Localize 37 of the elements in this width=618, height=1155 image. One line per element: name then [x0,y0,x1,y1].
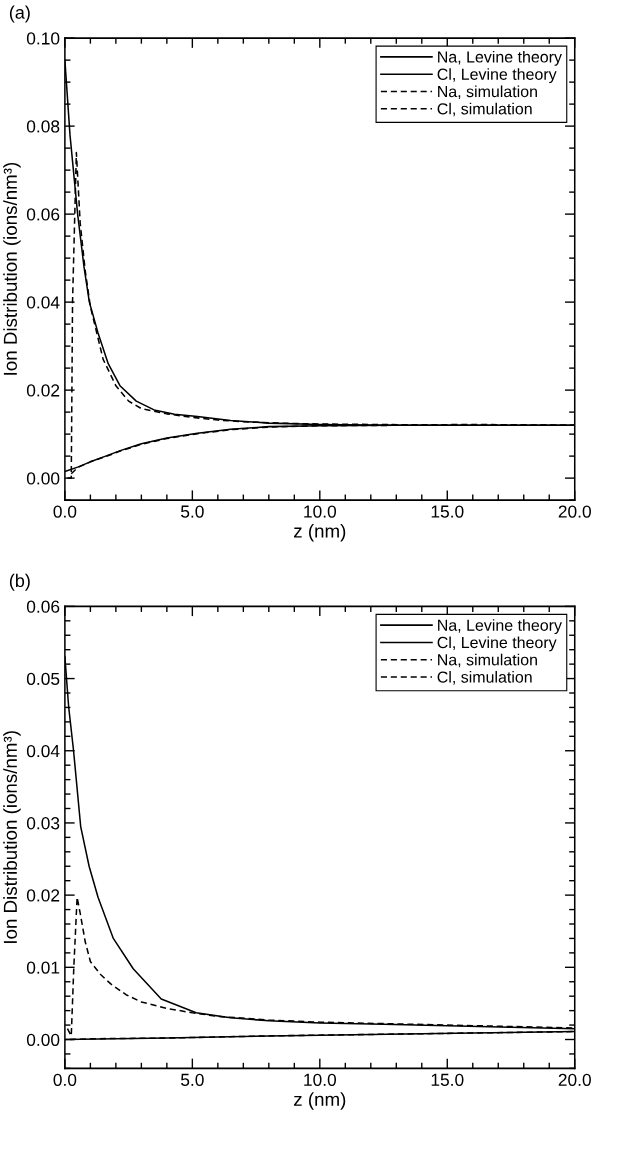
legend-label: Cl, simulation [437,671,532,685]
x-tick-label: 15.0 [431,505,464,518]
x-axis-title: z (nm) [294,1092,346,1110]
chart-title: (b) [9,573,30,591]
legend-label: Cl, Levine theory [437,68,557,84]
x-tick-label: 0.0 [53,505,77,518]
y-tick-label: 0.02 [26,384,60,397]
chart-title: (a) [9,5,30,23]
y-tick-label: 0.01 [26,961,60,974]
y-tick-label: 0.10 [26,32,60,45]
x-tick-label: 10.0 [304,505,337,518]
legend-label: Na, simulation [438,653,537,668]
x-tick-label: 15.0 [431,1073,464,1086]
legend-label: Cl, simulation [437,102,532,117]
x-tick-label: 10.0 [304,1073,337,1086]
x-tick-label: 5.0 [180,505,204,518]
y-tick-label: 0.00 [26,472,60,485]
legend-label: Na, Levine theory [438,619,562,635]
y-tick-label: 0.03 [26,817,60,830]
x-axis-title: z (nm) [294,523,346,542]
y-tick-label: 0.06 [26,600,60,613]
x-tick-label: 0.0 [53,1073,77,1086]
x-tick-label: 20.0 [558,505,591,518]
legend-label: Cl, Levine theory [437,636,557,652]
y-tick-label: 0.02 [26,889,60,902]
y-tick-label: 0.04 [26,296,60,309]
x-tick-label: 5.0 [180,1073,204,1086]
x-tick-label: 20.0 [558,1073,591,1086]
y-axis-title: Ion Distribution (ions/nm³) [3,162,21,375]
legend-label: Na, Levine theory [438,50,562,66]
y-tick-label: 0.05 [26,672,60,686]
y-tick-label: 0.04 [26,744,60,758]
y-tick-label: 0.08 [26,120,60,133]
legend-label: Na, simulation [438,85,537,100]
y-tick-label: 0.00 [26,1033,60,1046]
y-tick-label: 0.06 [26,208,60,221]
y-axis-title: Ion Distribution (ions/nm³) [3,731,21,943]
